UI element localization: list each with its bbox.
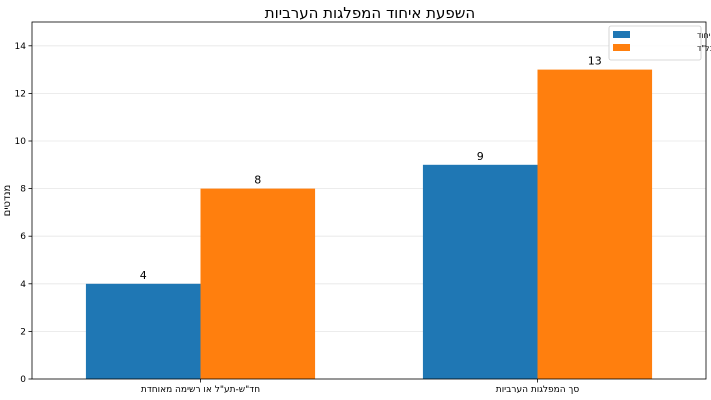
y-tick-label: 0: [20, 375, 26, 385]
y-tick-label: 8: [20, 185, 26, 195]
y-tick-label: 10: [15, 137, 27, 147]
legend: ללא איחוד איחוד כולל בל"ד: [608, 25, 711, 61]
legend-label: איחוד כולל בל"ד: [697, 44, 711, 53]
bar-value-label: 13: [588, 55, 602, 68]
legend-box: [608, 25, 702, 61]
bar: [85, 283, 201, 379]
x-tick-label: חד"ש-תע"ל או רשימה מאוחדת: [141, 385, 260, 395]
y-axis-ticks: 0 2 4 6 8 10 12 14: [15, 42, 32, 385]
legend-swatch: [613, 44, 630, 51]
legend-swatch: [613, 31, 630, 38]
bar-value-label: 4: [140, 269, 147, 282]
axes-frame: [31, 21, 707, 380]
x-axis-ticks: חד"ש-תע"ל או רשימה מאוחדת סך המפלגות הערב…: [141, 379, 579, 395]
bar: [422, 164, 538, 379]
legend-label: ללא איחוד: [697, 31, 711, 40]
chart-title: השפעת איחוד המפלגות הערביות: [265, 4, 475, 22]
bars-group: 4 8 9 13: [85, 55, 653, 379]
bar: [537, 69, 653, 379]
x-tick-label: סך המפלגות הערביות: [496, 385, 580, 395]
y-tick-label: 2: [20, 327, 26, 337]
bar-value-label: 8: [254, 174, 261, 187]
y-tick-label: 12: [15, 89, 26, 99]
y-tick-label: 14: [15, 42, 27, 52]
y-axis-label: מנדטים: [2, 185, 13, 217]
y-tick-label: 6: [20, 232, 26, 242]
bar: [200, 188, 316, 379]
y-tick-label: 4: [20, 280, 26, 290]
bar-value-label: 9: [477, 150, 484, 163]
